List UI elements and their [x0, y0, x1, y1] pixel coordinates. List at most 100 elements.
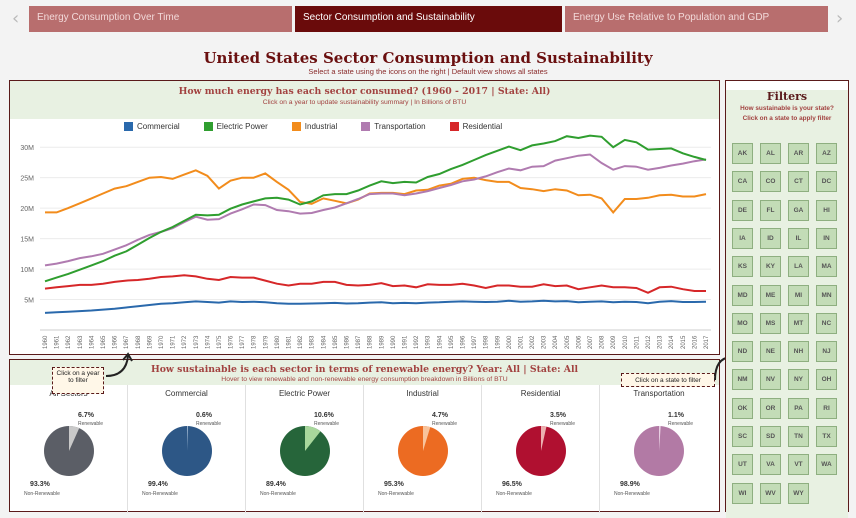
state-tx[interactable]: TX [816, 426, 837, 447]
pie-chart[interactable] [600, 397, 718, 497]
legend-commercial[interactable]: Commercial [124, 122, 180, 131]
x-tick-label[interactable]: 1990 [391, 335, 397, 349]
x-tick-label[interactable]: 1963 [78, 335, 84, 349]
x-tick-label[interactable]: 1981 [287, 335, 293, 349]
series-line-transportation[interactable] [44, 153, 707, 267]
state-ca[interactable]: CA [732, 171, 753, 193]
tab-energy-consumption-over-time[interactable]: Energy Consumption Over Time [29, 6, 292, 32]
pie-all-sectors[interactable]: All Sectors6.7%Renewable93.3%Non-Renewab… [10, 385, 128, 513]
state-tn[interactable]: TN [788, 426, 809, 447]
x-tick-label[interactable]: 1992 [414, 335, 420, 349]
x-tick-label[interactable]: 1988 [368, 335, 374, 349]
state-wv[interactable]: WV [760, 482, 781, 504]
x-tick-label[interactable]: 2011 [634, 335, 640, 349]
x-tick-label[interactable]: 1983 [310, 335, 316, 349]
x-tick-label[interactable]: 1976 [229, 335, 235, 349]
x-tick-label[interactable]: 1961 [55, 335, 61, 349]
series-line-residential[interactable] [44, 274, 706, 294]
pie-slice-renewable[interactable] [69, 426, 80, 451]
x-tick-label[interactable]: 2015 [681, 335, 687, 349]
x-tick-label[interactable]: 1985 [333, 335, 339, 349]
state-nv[interactable]: NV [760, 369, 781, 391]
series-line-industrial[interactable] [45, 169, 707, 214]
x-tick-label[interactable]: 2005 [565, 335, 571, 349]
state-ar[interactable]: AR [788, 143, 809, 164]
x-tick-label[interactable]: 1989 [379, 335, 385, 349]
pie-slice-renewable[interactable] [541, 426, 547, 451]
state-ms[interactable]: MS [760, 312, 781, 334]
x-tick-label[interactable]: 1973 [194, 335, 200, 349]
state-me[interactable]: ME [760, 284, 781, 306]
state-ia[interactable]: IA [732, 227, 753, 249]
x-tick-label[interactable]: 1991 [402, 335, 408, 349]
state-va[interactable]: VA [760, 454, 781, 476]
state-ma[interactable]: MA [816, 256, 837, 278]
x-tick-label[interactable]: 2004 [553, 335, 559, 349]
state-mt[interactable]: MT [788, 312, 809, 334]
x-tick-label[interactable]: 1960 [43, 335, 49, 349]
pie-chart[interactable] [128, 397, 246, 497]
pie-chart[interactable] [364, 397, 482, 497]
pie-chart[interactable] [246, 397, 364, 497]
state-or[interactable]: OR [760, 397, 781, 419]
state-ut[interactable]: UT [732, 454, 753, 476]
state-ct[interactable]: CT [788, 171, 809, 193]
pie-electric-power[interactable]: Electric Power 10.6% Renewable 89.4% Non-Ren… [246, 385, 364, 513]
x-tick-label[interactable]: 1980 [275, 335, 281, 349]
x-tick-label[interactable]: 1987 [356, 335, 362, 349]
state-mo[interactable]: MO [732, 312, 753, 334]
state-fl[interactable]: FL [760, 199, 781, 221]
prev-arrow-icon[interactable]: ‹ [12, 8, 20, 29]
state-nh[interactable]: NH [788, 341, 809, 363]
legend-residential[interactable]: Residential [449, 122, 502, 131]
state-nd[interactable]: ND [732, 341, 753, 363]
state-mi[interactable]: MI [788, 284, 809, 306]
state-ri[interactable]: RI [816, 397, 837, 419]
tab-energy-population-gdp[interactable]: Energy Use Relative to Population and GD… [565, 6, 828, 32]
pie-slice-renewable[interactable] [187, 426, 188, 451]
x-tick-label[interactable]: 1978 [252, 335, 258, 349]
pie-slice-renewable[interactable] [305, 426, 321, 451]
pie-chart[interactable] [10, 397, 128, 497]
x-tick-label[interactable]: 2007 [588, 335, 594, 349]
state-ok[interactable]: OK [732, 397, 753, 419]
pie-transportation[interactable]: Transportation 1.1% Renewable 98.9% Non-Rene… [600, 385, 718, 513]
state-al[interactable]: AL [760, 143, 781, 164]
x-tick-label[interactable]: 1986 [345, 335, 351, 349]
x-tick-label[interactable]: 2009 [611, 335, 617, 349]
x-tick-label[interactable]: 2016 [692, 335, 698, 349]
x-tick-label[interactable]: 2006 [576, 335, 582, 349]
state-nm[interactable]: NM [732, 369, 753, 391]
pie-residential[interactable]: Residential 3.5% Renewable 96.5% Non-Renewab… [482, 385, 600, 513]
x-tick-label[interactable]: 2013 [658, 335, 664, 349]
x-tick-label[interactable]: 2002 [530, 335, 536, 349]
legend-electric-power[interactable]: Electric Power [203, 122, 268, 131]
x-tick-label[interactable]: 1974 [205, 335, 211, 349]
x-tick-label[interactable]: 2003 [542, 335, 548, 349]
state-in[interactable]: IN [816, 227, 837, 249]
x-tick-label[interactable]: 1967 [124, 335, 130, 349]
state-id[interactable]: ID [760, 227, 781, 249]
state-ga[interactable]: GA [788, 199, 809, 221]
series-line-electric-power[interactable] [44, 134, 707, 283]
x-tick-label[interactable]: 1996 [460, 335, 466, 349]
x-tick-label[interactable]: 1965 [101, 335, 107, 349]
state-md[interactable]: MD [732, 284, 753, 306]
x-tick-label[interactable]: 1970 [159, 335, 165, 349]
x-tick-label[interactable]: 2010 [623, 335, 629, 349]
x-tick-label[interactable]: 1975 [217, 335, 223, 349]
next-arrow-icon[interactable]: › [836, 8, 844, 29]
x-tick-label[interactable]: 2008 [600, 335, 606, 349]
x-tick-label[interactable]: 1962 [66, 335, 72, 349]
pie-industrial[interactable]: Industrial 4.7% Renewable 95.3% Non-Renewabl… [364, 385, 482, 513]
state-nc[interactable]: NC [816, 312, 837, 334]
state-ny[interactable]: NY [788, 369, 809, 391]
x-tick-label[interactable]: 1994 [437, 335, 443, 349]
x-tick-label[interactable]: 1977 [240, 335, 246, 349]
x-tick-label[interactable]: 1972 [182, 335, 188, 349]
state-nj[interactable]: NJ [816, 341, 837, 363]
state-pa[interactable]: PA [788, 397, 809, 419]
x-tick-label[interactable]: 1964 [89, 335, 95, 349]
x-tick-label[interactable]: 1971 [171, 335, 177, 349]
x-tick-label[interactable]: 1997 [472, 335, 478, 349]
